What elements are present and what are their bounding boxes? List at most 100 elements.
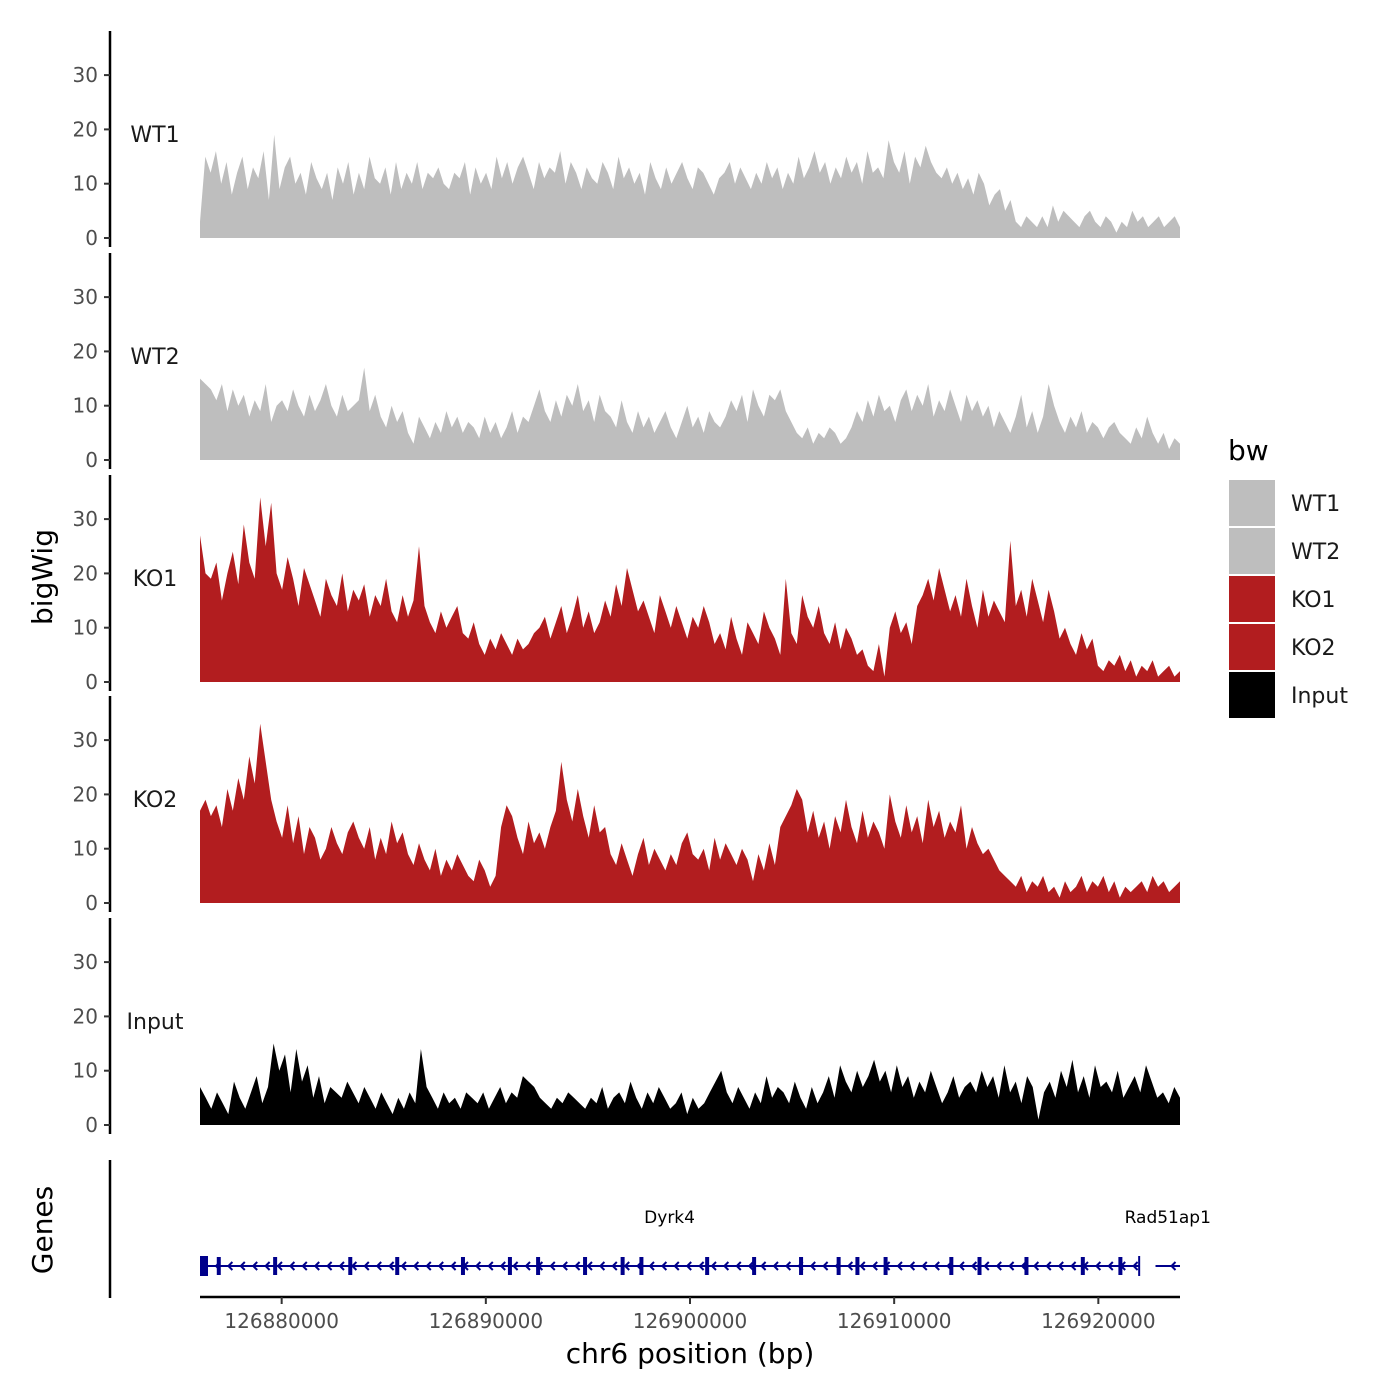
strand-arrow bbox=[1070, 1261, 1077, 1271]
x-axis: 126880000 126890000 126900000 126910000 1269… bbox=[200, 1295, 1180, 1333]
x-tick-label: 126920000 bbox=[1041, 1309, 1156, 1333]
strand-arrow bbox=[673, 1261, 680, 1271]
strand-arrow bbox=[698, 1261, 705, 1271]
track-label: KO2 bbox=[133, 788, 178, 813]
strand-arrow bbox=[623, 1261, 630, 1271]
strand-arrow bbox=[611, 1261, 618, 1271]
y-tick-label: 0 bbox=[85, 448, 98, 472]
exon bbox=[1024, 1257, 1029, 1275]
strand-arrow bbox=[685, 1261, 692, 1271]
strand-arrow bbox=[784, 1261, 792, 1271]
legend-swatch bbox=[1229, 480, 1275, 526]
track-wt2: 0 10 20 30 WT2 bbox=[73, 253, 1180, 472]
genes-axis-title: Genes bbox=[26, 1186, 59, 1274]
x-tick-label: 126910000 bbox=[837, 1309, 952, 1333]
exon bbox=[200, 1256, 208, 1276]
strand-arrow bbox=[239, 1261, 246, 1271]
strand-arrow bbox=[772, 1261, 779, 1271]
strand-arrow bbox=[722, 1261, 730, 1271]
y-axis-title: bigWig bbox=[26, 529, 59, 625]
exon bbox=[620, 1257, 625, 1275]
exon bbox=[639, 1257, 644, 1275]
strand-arrow bbox=[896, 1261, 903, 1271]
x-tick-label: 126880000 bbox=[224, 1309, 339, 1333]
x-tick-label: 126900000 bbox=[633, 1309, 748, 1333]
strand-arrow bbox=[871, 1261, 878, 1271]
strand-arrow bbox=[338, 1261, 345, 1271]
track-input: 0 10 20 30 Input bbox=[73, 918, 1180, 1137]
strand-arrow bbox=[524, 1261, 531, 1271]
strand-arrow bbox=[760, 1261, 767, 1271]
signal-area-ko1 bbox=[200, 497, 1180, 682]
strand-arrow bbox=[474, 1261, 482, 1271]
strand-arrow bbox=[1008, 1261, 1015, 1271]
y-tick-label: 30 bbox=[73, 728, 98, 752]
strand-arrow bbox=[660, 1261, 668, 1271]
legend-item-ko1: KO1 bbox=[1229, 576, 1336, 622]
y-tick-label: 20 bbox=[73, 782, 98, 806]
strand-arrow bbox=[276, 1261, 283, 1271]
exon bbox=[883, 1257, 888, 1275]
strand-arrow bbox=[586, 1261, 593, 1271]
legend-label: WT1 bbox=[1291, 492, 1340, 517]
y-tick-label: 30 bbox=[73, 507, 98, 531]
track-ko2: 0 10 20 30 KO2 bbox=[73, 696, 1180, 915]
legend-title: bw bbox=[1228, 434, 1269, 467]
legend-swatch bbox=[1229, 528, 1275, 574]
strand-arrow bbox=[1107, 1261, 1114, 1271]
strand-arrow bbox=[363, 1261, 370, 1271]
strand-arrow bbox=[264, 1261, 271, 1271]
strand-arrow bbox=[1132, 1261, 1139, 1271]
strand-arrow bbox=[648, 1261, 655, 1271]
strand-arrow bbox=[970, 1261, 978, 1271]
gene-rad51ap1: Rad51ap1 bbox=[1125, 1208, 1211, 1271]
signal-area-wt2 bbox=[200, 367, 1180, 460]
legend-item-ko2: KO2 bbox=[1229, 624, 1336, 670]
strand-arrow bbox=[288, 1261, 296, 1271]
strand-arrow bbox=[437, 1261, 444, 1271]
strand-arrow bbox=[549, 1261, 556, 1271]
track-ko1: 0 10 20 30 KO1 bbox=[73, 475, 1180, 694]
strand-arrow bbox=[499, 1261, 506, 1271]
gene-label: Rad51ap1 bbox=[1125, 1208, 1211, 1228]
strand-arrow bbox=[1032, 1261, 1040, 1271]
gene-label: Dyrk4 bbox=[644, 1208, 695, 1228]
exon bbox=[855, 1257, 860, 1275]
exon bbox=[507, 1257, 512, 1275]
strand-arrow bbox=[710, 1261, 717, 1271]
strand-arrow bbox=[574, 1261, 581, 1271]
x-axis-title: chr6 position (bp) bbox=[566, 1337, 815, 1370]
y-tick-label: 30 bbox=[73, 950, 98, 974]
strand-arrow bbox=[301, 1261, 308, 1271]
strand-arrow bbox=[995, 1261, 1002, 1271]
legend-item-wt2: WT2 bbox=[1229, 528, 1340, 574]
exon bbox=[752, 1257, 757, 1275]
y-tick-label: 10 bbox=[73, 837, 98, 861]
strand-arrow bbox=[809, 1261, 816, 1271]
strand-arrow bbox=[388, 1261, 395, 1271]
signal-area-wt1 bbox=[200, 134, 1180, 238]
strand-arrow bbox=[598, 1261, 606, 1271]
strand-arrow bbox=[561, 1261, 568, 1271]
y-tick-label: 0 bbox=[85, 670, 98, 694]
exon bbox=[460, 1257, 465, 1275]
strand-arrow bbox=[350, 1261, 358, 1271]
track-label: Input bbox=[127, 1010, 184, 1035]
y-tick-label: 10 bbox=[73, 616, 98, 640]
legend-swatch bbox=[1229, 576, 1275, 622]
track-label: WT2 bbox=[130, 345, 179, 370]
strand-arrow bbox=[1057, 1261, 1064, 1271]
strand-arrow bbox=[958, 1261, 965, 1271]
strand-arrow bbox=[1045, 1261, 1052, 1271]
strand-arrow bbox=[1170, 1261, 1177, 1271]
track-label: WT1 bbox=[130, 123, 179, 148]
exon bbox=[273, 1257, 278, 1275]
strand-arrow bbox=[908, 1261, 916, 1271]
exon bbox=[1118, 1257, 1123, 1275]
y-tick-label: 0 bbox=[85, 1113, 98, 1137]
strand-arrow bbox=[983, 1261, 990, 1271]
signal-area-ko2 bbox=[200, 723, 1180, 903]
y-tick-label: 20 bbox=[73, 561, 98, 585]
y-tick-label: 0 bbox=[85, 891, 98, 915]
strand-arrow bbox=[822, 1261, 829, 1271]
